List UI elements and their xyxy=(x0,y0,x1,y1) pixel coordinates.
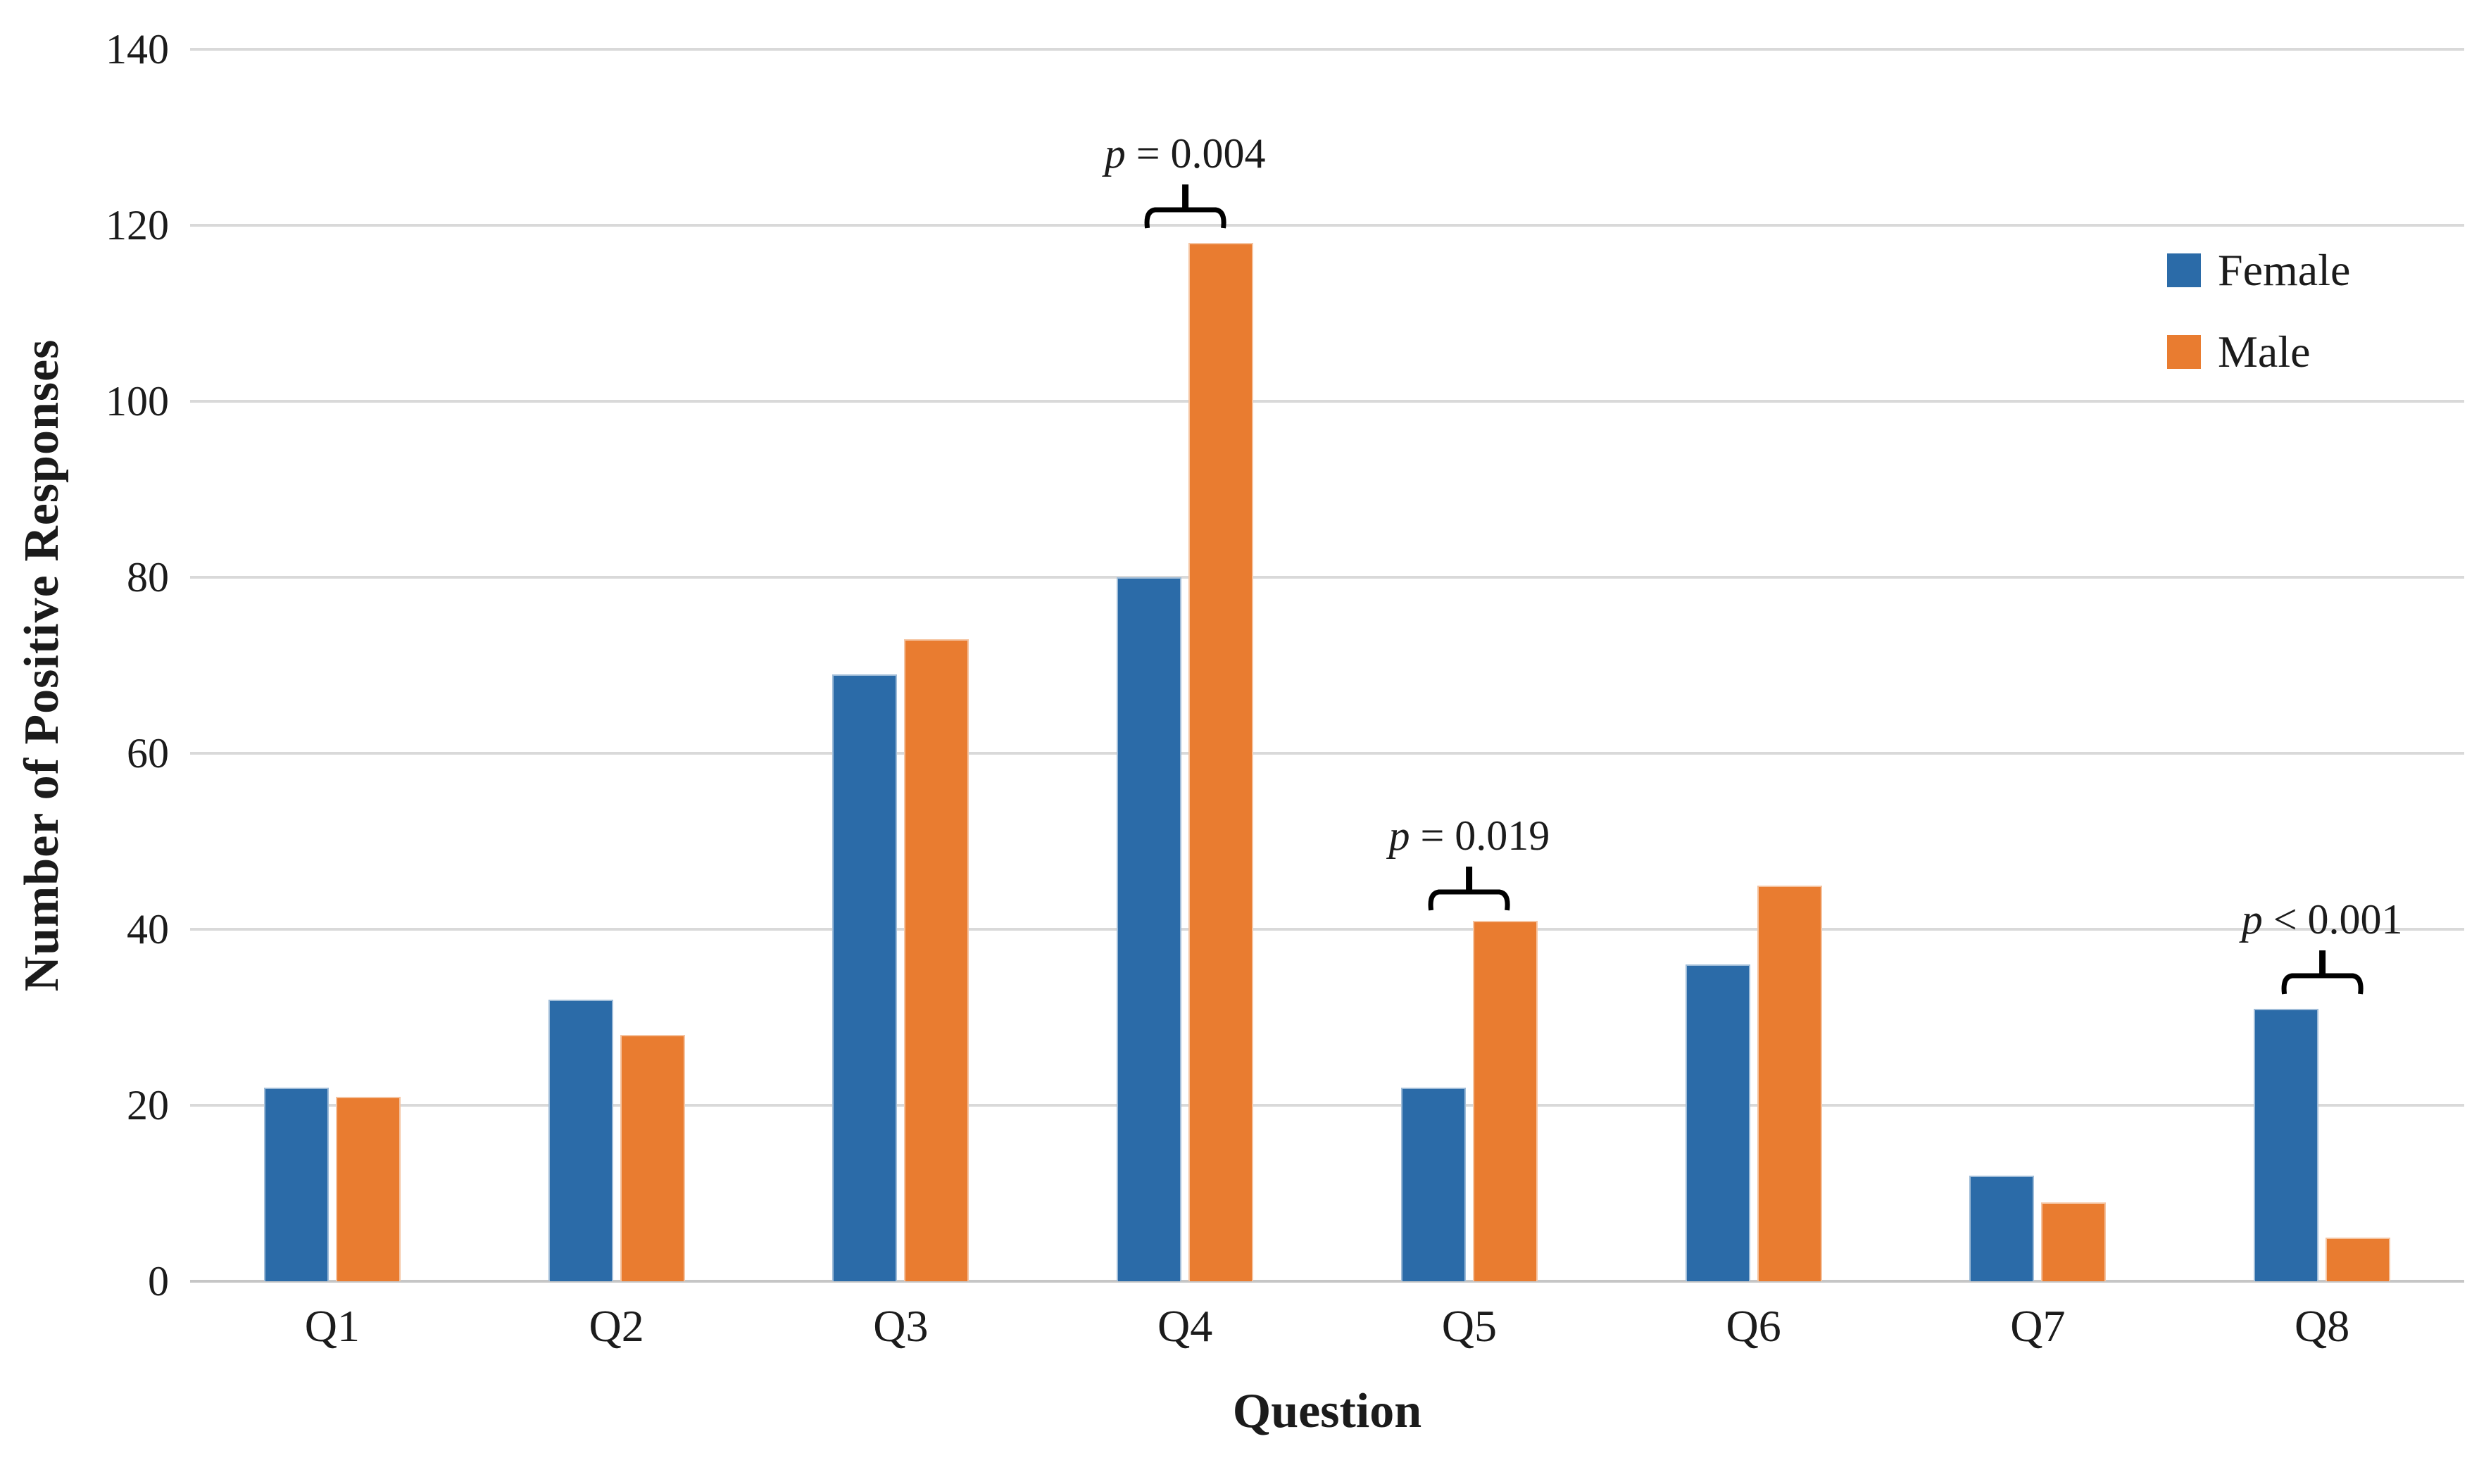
plot-area: 0 20 40 60 80 100 120 140 p = 0.004 p = 0.019 p < … xyxy=(106,28,2464,1302)
gridline-y-100 xyxy=(190,400,2464,403)
x-axis-tick-labels: Q1 Q2 Q3 Q4 Q5 Q6 Q7 Q8 xyxy=(190,1304,2464,1349)
gridline-y-0 xyxy=(190,1280,2464,1283)
x-tick-label-Q5: Q5 xyxy=(1441,1301,1497,1351)
bar-Q7-male xyxy=(2041,1202,2107,1281)
bar-Q4-male xyxy=(1188,243,1254,1281)
bar-Q6-female xyxy=(1685,964,1750,1281)
gridline-y-120 xyxy=(190,224,2464,227)
legend-label-female: Female xyxy=(2218,245,2351,295)
y-tick-label-60: 60 xyxy=(127,730,169,776)
bar-group-Q5 xyxy=(1327,49,1612,1281)
bar-Q3-male xyxy=(904,639,969,1281)
bar-Q2-female xyxy=(548,1000,613,1281)
x-tick-label-Q7: Q7 xyxy=(2010,1301,2066,1351)
gridline-y-40 xyxy=(190,928,2464,931)
bar-Q8-female xyxy=(2254,1008,2319,1281)
bar-Q5-female xyxy=(1400,1088,1466,1281)
y-tick-label-140: 140 xyxy=(106,26,169,73)
legend: Female Male xyxy=(2167,248,2350,375)
gridline-y-80 xyxy=(190,576,2464,579)
bar-Q2-male xyxy=(620,1035,685,1281)
bar-group-Q1 xyxy=(190,49,475,1281)
x-tick-label-Q1: Q1 xyxy=(304,1301,360,1351)
bar-Q3-female xyxy=(832,674,898,1281)
gridline-y-20 xyxy=(190,1104,2464,1107)
bar-group-Q6 xyxy=(1612,49,1896,1281)
bar-group-Q4 xyxy=(1043,49,1327,1281)
legend-label-male: Male xyxy=(2218,327,2311,377)
x-tick-label-Q2: Q2 xyxy=(589,1301,644,1351)
y-tick-label-20: 20 xyxy=(127,1082,169,1128)
bar-Q6-male xyxy=(1757,885,1822,1281)
bar-Q1-female xyxy=(263,1088,329,1281)
x-tick-label-Q6: Q6 xyxy=(1726,1301,1781,1351)
gridline-y-60 xyxy=(190,752,2464,755)
bar-group-Q3 xyxy=(759,49,1043,1281)
y-axis-title: Number of Positive Responses xyxy=(15,339,69,992)
x-axis-title: Question xyxy=(1232,1384,1422,1438)
bar-group-Q2 xyxy=(475,49,759,1281)
bar-Q7-female xyxy=(1969,1176,2035,1281)
bar-Q1-male xyxy=(335,1096,401,1281)
bar-Q4-female xyxy=(1117,577,1182,1281)
x-tick-label-Q8: Q8 xyxy=(2295,1301,2350,1351)
bar-Q8-male xyxy=(2326,1237,2391,1281)
bar-Q5-male xyxy=(1472,920,1538,1281)
x-tick-label-Q4: Q4 xyxy=(1157,1301,1213,1351)
y-tick-label-0: 0 xyxy=(148,1258,169,1304)
y-tick-label-120: 120 xyxy=(106,202,169,249)
bar-group-Q8 xyxy=(2180,49,2464,1281)
y-tick-label-80: 80 xyxy=(127,554,169,600)
x-tick-label-Q3: Q3 xyxy=(873,1301,929,1351)
y-tick-label-100: 100 xyxy=(106,378,169,425)
legend-swatch-icon-male xyxy=(2167,335,2201,369)
legend-swatch-icon-female xyxy=(2167,253,2201,287)
y-tick-label-40: 40 xyxy=(127,906,169,952)
legend-item-female: Female xyxy=(2167,248,2350,293)
gridline-y-140 xyxy=(190,48,2464,51)
bar-group-Q7 xyxy=(1896,49,2180,1281)
legend-item-male: Male xyxy=(2167,329,2350,375)
